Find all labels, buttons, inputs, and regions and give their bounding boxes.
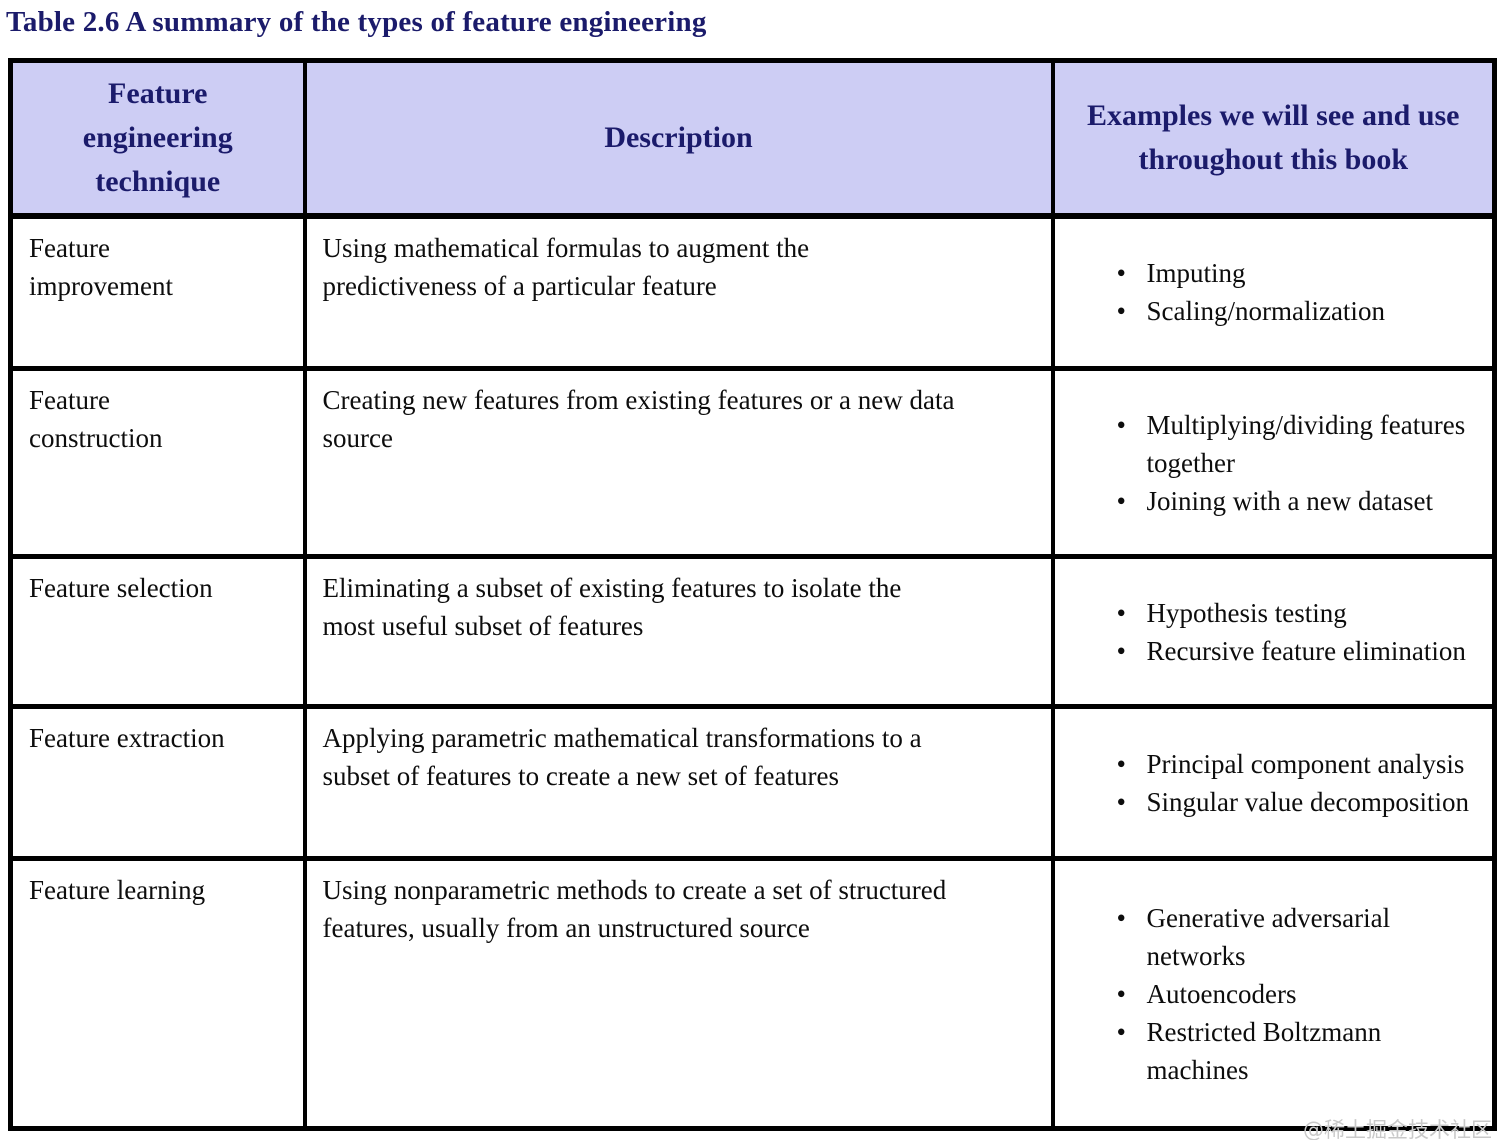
description-cell: Using nonparametric methods to create a … [302,856,1055,1131]
technique-cell: Feature extraction [8,704,307,861]
header-row: Feature engineering technique Descriptio… [8,58,1497,219]
description-text: Applying parametric mathematical transfo… [322,723,922,791]
column-header-examples: Examples we will see and use throughout … [1050,58,1497,219]
page-title: Table 2.6 A summary of the types of feat… [6,6,707,38]
example-item: Autoencoders [1117,975,1481,1013]
examples-cell: Hypothesis testing Recursive feature eli… [1050,554,1497,709]
feature-engineering-table: Feature engineering technique Descriptio… [8,58,1497,1131]
example-item: Hypothesis testing [1117,594,1481,632]
description-text: Creating new features from existing feat… [322,385,955,453]
technique-text: Feature selection [29,573,213,603]
technique-text: Feature improvement [29,232,173,301]
example-item: Recursive feature elimination [1117,632,1481,670]
description-cell: Using mathematical formulas to augment t… [302,213,1055,371]
description-text: Using nonparametric methods to create a … [322,875,947,943]
table-row: Feature learning Using nonparametric met… [8,856,1497,1131]
column-header-description: Description [302,58,1055,219]
table-row: Feature improvement Using mathematical f… [8,213,1497,371]
technique-cell: Feature learning [8,856,307,1131]
table-row: Feature extraction Applying parametric m… [8,704,1497,861]
description-cell: Applying parametric mathematical transfo… [302,704,1055,861]
description-cell: Creating new features from existing feat… [302,366,1055,559]
column-header-technique: Feature engineering technique [8,58,307,219]
example-item: Multiplying/dividing features together [1117,406,1481,482]
examples-cell: Principal component analysis Singular va… [1050,704,1497,861]
examples-cell: Generative adversarial networks Autoenco… [1050,856,1497,1131]
description-text: Eliminating a subset of existing feature… [322,573,902,641]
technique-cell: Feature construction [8,366,307,559]
table-row: Feature construction Creating new featur… [8,366,1497,559]
watermark: @稀土掘金技术社区 [1303,1118,1492,1140]
examples-cell: Multiplying/dividing features together J… [1050,366,1497,559]
technique-text: Feature extraction [29,723,225,753]
example-item: Imputing [1117,254,1481,292]
description-text: Using mathematical formulas to augment t… [322,232,810,301]
technique-cell: Feature selection [8,554,307,709]
example-item: Generative adversarial networks [1117,899,1481,975]
example-item: Principal component analysis [1117,745,1481,783]
examples-list: Principal component analysis Singular va… [1055,745,1493,821]
examples-cell: Imputing Scaling/normalization [1050,213,1497,371]
examples-list: Imputing Scaling/normalization [1055,254,1493,330]
example-item: Joining with a new dataset [1117,482,1481,520]
technique-text: Feature construction [29,385,163,453]
examples-list: Multiplying/dividing features together J… [1055,406,1493,520]
technique-cell: Feature improvement [8,213,307,371]
example-item: Restricted Boltzmann machines [1117,1013,1481,1089]
technique-text: Feature learning [29,875,206,905]
description-cell: Eliminating a subset of existing feature… [302,554,1055,709]
examples-list: Generative adversarial networks Autoenco… [1055,899,1493,1089]
examples-list: Hypothesis testing Recursive feature eli… [1055,594,1493,670]
example-item: Singular value decomposition [1117,783,1481,821]
example-item: Scaling/normalization [1117,292,1481,330]
table-row: Feature selection Eliminating a subset o… [8,554,1497,709]
